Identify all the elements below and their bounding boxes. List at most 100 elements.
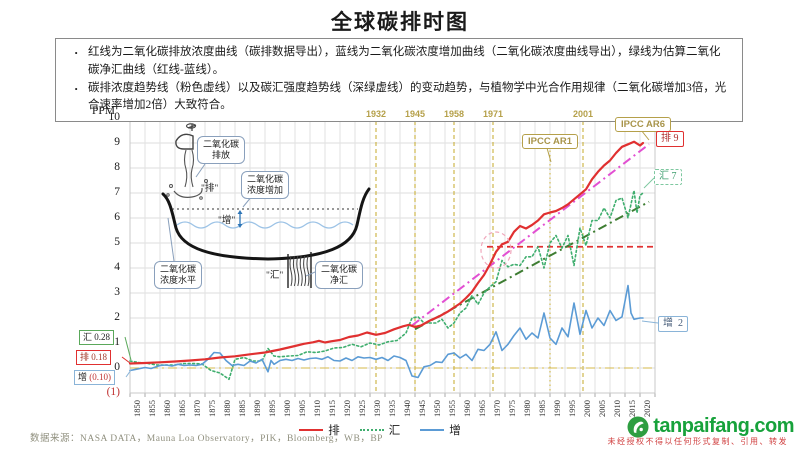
x-tick-label-2020: 2020 [642, 400, 652, 417]
event-year-label-1932: 1932 [365, 109, 387, 119]
chart-legend: 排汇增 [0, 422, 760, 438]
connector-line [125, 369, 132, 378]
bathtub-bubble-emission: 二氧化碳排放 [197, 136, 245, 164]
x-tick-label-1860: 1860 [162, 400, 172, 417]
legend-item-汇: 汇 [359, 422, 401, 438]
y-tick-label-6: 6 [114, 211, 120, 223]
legend-marker [420, 429, 445, 431]
x-tick-label-2000: 2000 [582, 400, 592, 417]
x-tick-label-1880: 1880 [222, 400, 232, 417]
x-tick-label-2010: 2010 [612, 400, 622, 417]
drain-hatch-line [306, 255, 310, 287]
legend-marker [359, 429, 384, 431]
event-year-label-1971: 1971 [482, 109, 504, 119]
tanpaifang-logo-text: tanpaifang.com [653, 415, 794, 437]
x-tick-label-1985: 1985 [537, 400, 547, 417]
x-tick-label-1990: 1990 [552, 400, 562, 417]
trend-line-碳排浓度趋势线 [411, 143, 650, 327]
y-tick-label-(1): (1) [106, 386, 120, 398]
copyright-disclaimer: 未经授权不得以任何形式复制、引用、转发 [607, 437, 788, 446]
x-tick-label-1935: 1935 [387, 400, 397, 417]
bathtub-bubble-sink: 二氧化碳净汇 [315, 261, 363, 289]
legend-label: 排 [328, 425, 340, 437]
quote-label-increase: "增" [218, 216, 236, 226]
x-tick-label-2005: 2005 [597, 400, 607, 417]
series-start-label-emission: 排 0.18 [76, 350, 112, 365]
series-start-label-increase: 增 (0.10) [74, 370, 116, 385]
highlight-ellipse [480, 231, 512, 269]
x-tick-label-1995: 1995 [567, 400, 577, 417]
y-tick-label-0: 0 [114, 361, 120, 373]
description-box: 红线为二氧化碳排放浓度曲线（碳排数据导出），蓝线为二氧化碳浓度增加曲线（二氧化碳… [55, 38, 743, 123]
description-bullet-1: 红线为二氧化碳排放浓度曲线（碳排数据导出），蓝线为二氧化碳浓度增加曲线（二氧化碳… [68, 43, 730, 80]
x-tick-label-1915: 1915 [327, 400, 337, 417]
connector-line [641, 320, 659, 324]
page-title: 全球碳排时图 [331, 10, 469, 34]
x-tick-label-1955: 1955 [447, 400, 457, 417]
connector-line [121, 356, 131, 364]
series-end-label-sink: 汇 7 [654, 169, 682, 185]
series-line-汇 [129, 189, 644, 381]
x-tick-label-2015: 2015 [627, 400, 637, 417]
drain-hatch-line [299, 255, 303, 287]
series-start-label-sink: 汇 0.28 [79, 330, 115, 345]
y-tick-label-4: 4 [114, 261, 120, 273]
connector-line [643, 177, 655, 189]
bubble-tail [305, 271, 316, 277]
legend-marker [299, 429, 324, 431]
x-tick-label-1905: 1905 [297, 400, 307, 417]
connector-line [546, 147, 552, 163]
x-tick-label-1925: 1925 [357, 400, 367, 417]
x-tick-label-1975: 1975 [507, 400, 517, 417]
y-tick-label-1: 1 [114, 336, 120, 348]
tanpaifang-logo[interactable]: tanpaifang.com [627, 415, 794, 438]
tanpaifang-logo-icon [627, 416, 649, 437]
x-tick-label-1960: 1960 [462, 400, 472, 417]
x-tick-label-1870: 1870 [192, 400, 202, 417]
series-line-排 [128, 140, 645, 365]
ipcc-ar1-callout: IPCC AR1 [522, 134, 578, 149]
legend-item-增: 增 [420, 422, 461, 438]
ipcc-ar6-callout: IPCC AR6 [615, 117, 671, 132]
x-tick-label-1920: 1920 [342, 400, 352, 417]
event-year-label-2001: 2001 [572, 109, 594, 119]
y-tick-label-2: 2 [114, 311, 120, 323]
quote-label-emission: "排" [201, 184, 219, 194]
y-tick-label-9: 9 [114, 136, 120, 148]
description-bullet-2: 碳排浓度趋势线（粉色虚线）以及碳汇强度趋势线（深绿虚线）的变动趋势，与植物学中光… [68, 79, 730, 116]
series-end-label-increase: 增 2 [658, 316, 688, 332]
bathtub-bubble-increase: 二氧化碳浓度增加 [241, 171, 289, 199]
x-tick-label-1890: 1890 [252, 400, 262, 417]
drain-hatch-line [292, 255, 296, 287]
drain-hatch-line [289, 255, 293, 287]
event-year-label-1958: 1958 [443, 109, 465, 119]
x-tick-label-1940: 1940 [402, 400, 412, 417]
x-tick-label-1885: 1885 [237, 400, 247, 417]
data-source-text: 数据来源：NASA DATA，Mauna Loa Observatory，PIK… [30, 434, 383, 444]
y-tick-label-10: 10 [108, 111, 121, 123]
bathtub-outline [161, 187, 371, 261]
y-tick-label-3: 3 [114, 286, 120, 298]
x-tick-label-1855: 1855 [147, 400, 157, 417]
bubble-tail [195, 163, 206, 178]
x-tick-label-1865: 1865 [177, 400, 187, 417]
increase-arrow-heads [237, 210, 243, 228]
bathtub-bubble-level: 二氧化碳浓度水平 [154, 261, 202, 289]
x-tick-label-1965: 1965 [477, 400, 487, 417]
legend-label: 汇 [388, 425, 401, 437]
x-tick-label-1850: 1850 [132, 400, 142, 417]
legend-item-排: 排 [299, 422, 340, 438]
x-tick-label-1900: 1900 [282, 400, 292, 417]
bubble-tail [167, 217, 175, 262]
series-end-label-emission: 排 9 [656, 131, 684, 147]
x-tick-label-1895: 1895 [267, 400, 277, 417]
y-tick-label-8: 8 [114, 161, 120, 173]
event-year-label-1945: 1945 [404, 109, 426, 119]
drain-hatch-line [303, 255, 307, 287]
x-tick-label-1930: 1930 [372, 400, 382, 417]
quote-label-sink: "汇" [266, 271, 284, 281]
x-tick-label-1945: 1945 [417, 400, 427, 417]
x-tick-label-1910: 1910 [312, 400, 322, 417]
connector-line [124, 336, 132, 361]
